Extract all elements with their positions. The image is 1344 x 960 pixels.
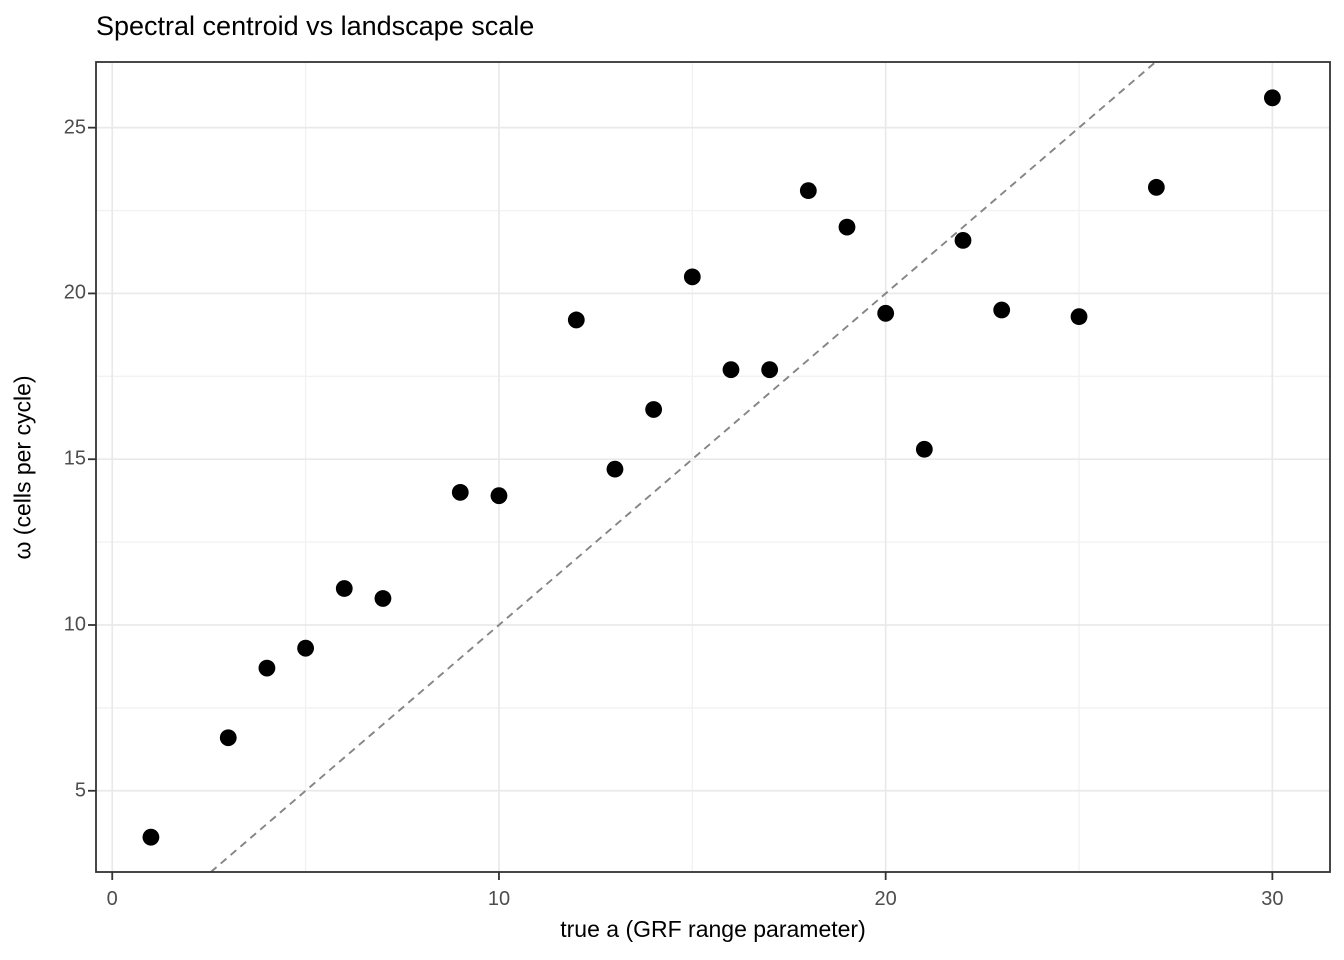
y-tick-label: 10 <box>63 613 86 636</box>
y-tick-label: 15 <box>63 447 86 470</box>
data-point <box>297 639 314 657</box>
data-point <box>722 361 740 379</box>
data-point <box>606 460 624 478</box>
panel-border <box>95 61 1331 873</box>
data-point <box>490 487 508 505</box>
data-point <box>1147 178 1165 196</box>
x-tick-label: 0 <box>106 888 118 910</box>
data-point <box>1263 89 1281 107</box>
data-point <box>451 483 469 501</box>
identity-reference-line <box>210 61 1157 873</box>
y-axis-title-text: ω (cells per cycle) <box>9 374 36 560</box>
data-point <box>838 218 856 236</box>
data-point <box>993 301 1011 319</box>
data-point <box>258 659 276 677</box>
data-point <box>877 304 895 322</box>
data-point <box>567 311 585 329</box>
data-point <box>761 361 779 379</box>
data-point <box>645 401 663 418</box>
chart-title: Spectral centroid vs landscape scale <box>96 11 535 41</box>
data-point <box>142 828 160 846</box>
plot-panel <box>96 62 1330 872</box>
data-point <box>799 182 817 200</box>
data-point <box>1070 308 1088 326</box>
data-point <box>915 440 933 458</box>
data-point <box>219 729 237 747</box>
data-point <box>335 580 353 597</box>
x-tick-label: 20 <box>874 888 897 910</box>
y-tick-label: 25 <box>63 116 86 139</box>
y-axis-title: ω (cells per cycle) <box>0 62 46 872</box>
data-point <box>954 231 972 249</box>
x-tick-label: 30 <box>1261 888 1284 910</box>
x-tick-label: 10 <box>487 888 511 910</box>
y-tick-label: 20 <box>63 281 86 304</box>
x-axis-title: true a (GRF range parameter) <box>560 916 866 942</box>
data-point <box>374 590 392 607</box>
y-tick-label: 5 <box>74 779 86 802</box>
data-point <box>683 268 701 286</box>
